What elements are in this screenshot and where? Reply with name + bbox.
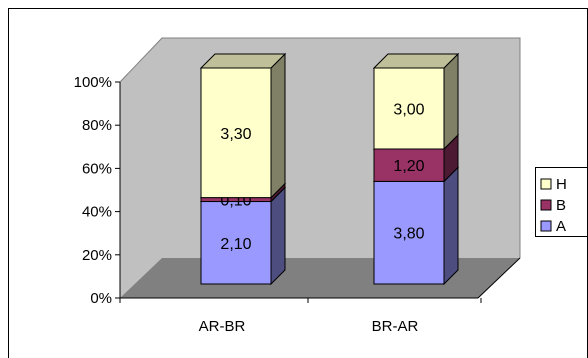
legend-label-H: H: [556, 176, 567, 193]
data-label: 3,30: [220, 126, 251, 143]
legend-swatch-H: [540, 178, 552, 190]
bar-AR-BR-A: [200, 201, 272, 285]
data-label: 3,80: [393, 226, 424, 243]
bar-BR-AR-H-side: [443, 52, 459, 151]
y-tick-label: 100%: [74, 74, 112, 91]
bar-BR-AR-H: [373, 67, 445, 150]
legend-swatch-B: [540, 199, 552, 211]
y-tick-label: 20%: [82, 247, 112, 264]
bar-AR-BR-A-side: [270, 186, 286, 286]
x-tick-label: AR-BR: [199, 318, 246, 335]
data-label: 3,00: [393, 102, 424, 119]
data-label: 2,10: [220, 236, 251, 253]
y-tick-label: 80%: [82, 117, 112, 134]
y-tick-label: 0%: [90, 290, 112, 307]
data-label: 1,20: [393, 158, 424, 175]
floor: [120, 258, 520, 298]
bar-AR-BR-H: [200, 67, 272, 199]
bar-BR-AR-H-top: [372, 53, 460, 69]
bar-BR-AR-A: [373, 180, 445, 285]
bar-BR-AR-A-side: [443, 166, 459, 286]
x-tick-label: BR-AR: [372, 318, 419, 335]
x-axis-labels: AR-BR BR-AR: [119, 298, 482, 335]
y-tick-label: 60%: [82, 160, 112, 177]
wall-edge: [119, 37, 521, 258]
bar-AR-BR-H-side: [270, 52, 286, 199]
legend-swatch-A: [540, 220, 552, 232]
y-tick-label: 40%: [82, 204, 112, 221]
legend-label-A: A: [556, 218, 566, 235]
y-axis-ticks: 0% 20% 40% 60% 80% 100%: [74, 74, 120, 307]
floor-front-edge: [477, 257, 521, 299]
legend: HBA: [535, 167, 588, 237]
legend-label-B: B: [556, 197, 566, 214]
bars: 2,100,103,303,801,203,00: [199, 52, 460, 286]
bar-AR-BR-H-top: [199, 53, 287, 69]
